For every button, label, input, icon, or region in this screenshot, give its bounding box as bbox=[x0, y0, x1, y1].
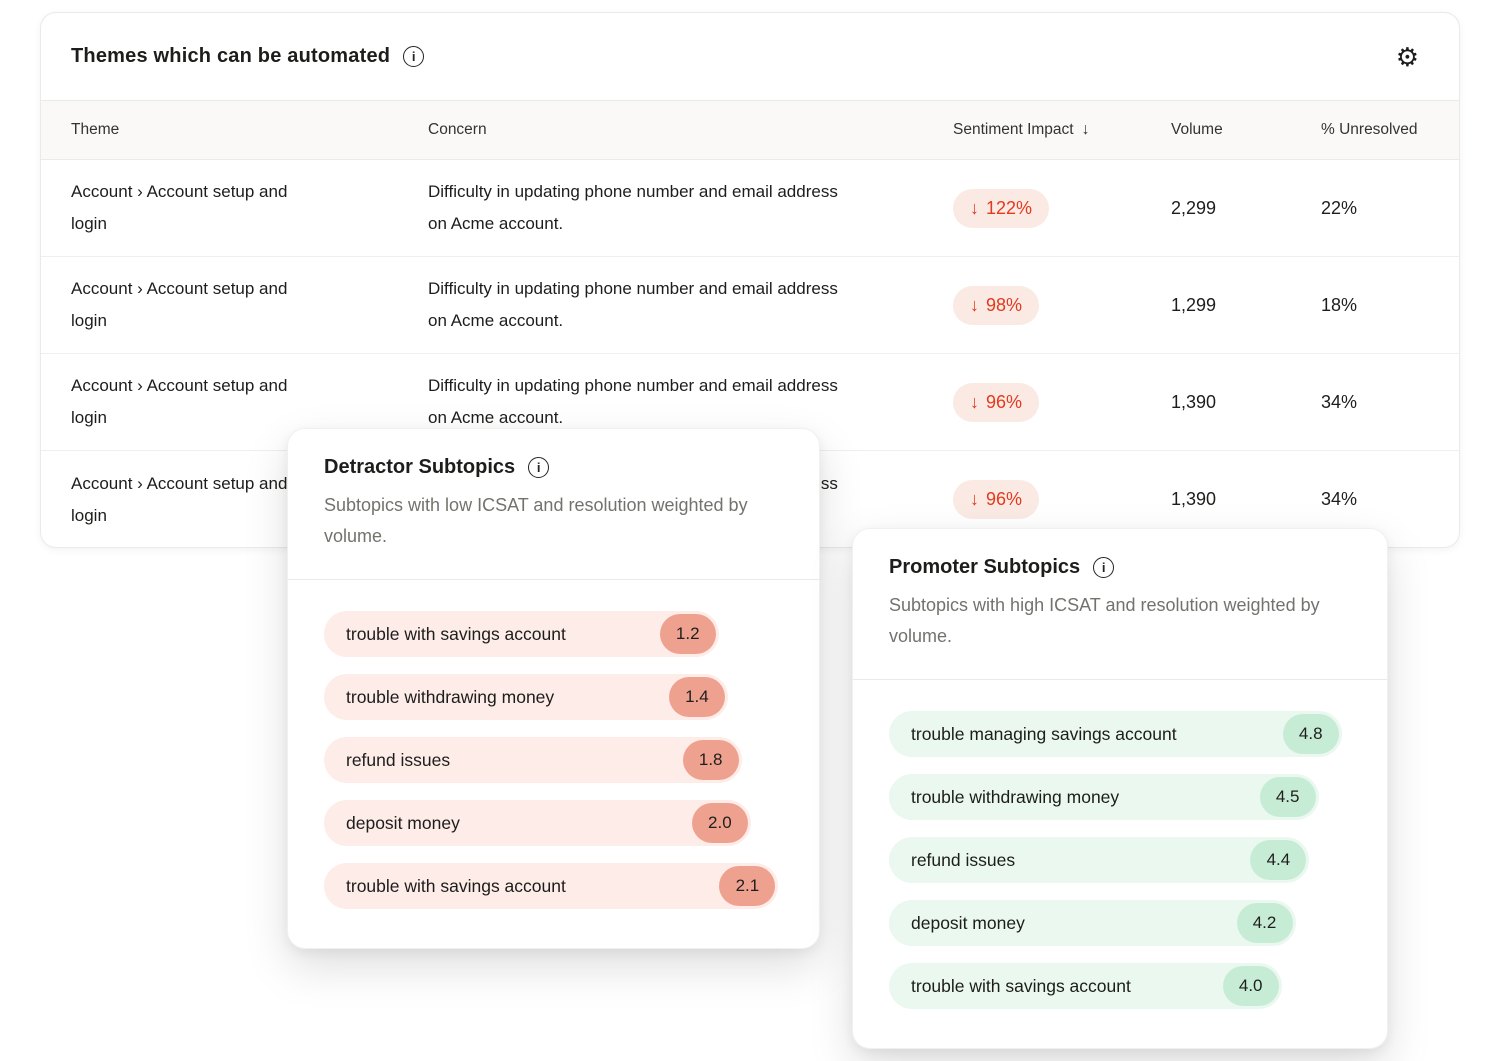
detractor-subtopic-bar[interactable]: refund issues 1.8 bbox=[324, 737, 742, 783]
promoter-subtopic-bar[interactable]: trouble managing savings account 4.8 bbox=[889, 711, 1342, 757]
subtopic-score-badge: 1.2 bbox=[659, 614, 716, 654]
subtopic-score-badge: 4.5 bbox=[1259, 777, 1316, 817]
sentiment-impact-badge: ↓ 122% bbox=[953, 188, 1050, 228]
concern-cell: Difficulty in updating phone number and … bbox=[428, 182, 838, 233]
info-icon[interactable]: i bbox=[528, 457, 550, 478]
subtopic-label: refund issues bbox=[911, 849, 1016, 870]
promoter-subtopic-bar[interactable]: refund issues 4.4 bbox=[889, 837, 1310, 883]
subtopic-label: trouble with savings account bbox=[346, 623, 566, 644]
promoter-subtopic-bar[interactable]: trouble withdrawing money 4.5 bbox=[889, 774, 1319, 820]
theme-cell: Account › Account setup and login bbox=[71, 376, 288, 427]
down-arrow-icon: ↓ bbox=[970, 489, 979, 509]
table-row[interactable]: Account › Account setup and login Diffic… bbox=[41, 354, 1459, 451]
unresolved-cell: 34% bbox=[1321, 489, 1358, 509]
sentiment-impact-value: 122% bbox=[986, 197, 1033, 218]
detractor-subtopic-bar[interactable]: trouble with savings account 1.2 bbox=[324, 611, 719, 657]
subtopic-score-badge: 4.0 bbox=[1222, 966, 1279, 1006]
detractor-subtopic-bar[interactable]: trouble withdrawing money 1.4 bbox=[324, 674, 728, 720]
subtopic-score-badge: 2.1 bbox=[719, 866, 776, 906]
column-header-sentiment-impact[interactable]: Sentiment Impact ↓ bbox=[953, 121, 1090, 138]
subtopic-score-badge: 2.0 bbox=[691, 803, 748, 843]
table-row[interactable]: Account › Account setup and login Diffic… bbox=[41, 257, 1459, 354]
unresolved-cell: 22% bbox=[1321, 197, 1358, 218]
subtopic-label: trouble withdrawing money bbox=[346, 686, 555, 707]
volume-cell: 1,390 bbox=[1171, 391, 1217, 412]
table-row[interactable]: Account › Account setup and login Diffic… bbox=[41, 160, 1459, 257]
sentiment-impact-value: 98% bbox=[986, 294, 1023, 315]
theme-cell: Account › Account setup and login bbox=[71, 182, 288, 233]
subtopic-score-badge: 1.8 bbox=[682, 740, 739, 780]
promoter-popover-subtitle: Subtopics with high ICSAT and resolution… bbox=[889, 595, 1320, 646]
theme-cell: Account › Account setup and login bbox=[71, 473, 288, 525]
detractor-bar-list: trouble with savings account 1.2 trouble… bbox=[288, 580, 819, 948]
detractor-subtopic-bar[interactable]: trouble with savings account 2.1 bbox=[324, 863, 779, 909]
subtopic-score-badge: 4.8 bbox=[1282, 714, 1339, 754]
theme-cell: Account › Account setup and login bbox=[71, 279, 288, 330]
down-arrow-icon: ↓ bbox=[970, 197, 979, 218]
themes-card-header: Themes which can be automated i ⚙ bbox=[41, 13, 1459, 100]
concern-cell: Difficulty in updating phone number and … bbox=[428, 279, 838, 330]
subtopic-score-badge: 4.4 bbox=[1250, 840, 1307, 880]
page-title: Themes which can be automated bbox=[71, 45, 391, 67]
promoter-popover-title: Promoter Subtopics bbox=[889, 556, 1081, 578]
subtopic-score-badge: 1.4 bbox=[668, 677, 725, 717]
sentiment-impact-badge: ↓ 96% bbox=[953, 382, 1040, 422]
sort-descending-icon: ↓ bbox=[1081, 121, 1090, 138]
volume-cell: 1,390 bbox=[1171, 489, 1217, 509]
gear-icon[interactable]: ⚙ bbox=[1395, 41, 1419, 72]
info-icon[interactable]: i bbox=[403, 46, 425, 67]
info-icon[interactable]: i bbox=[1093, 557, 1115, 578]
unresolved-cell: 18% bbox=[1321, 294, 1358, 315]
volume-cell: 1,299 bbox=[1171, 294, 1217, 315]
subtopic-label: deposit money bbox=[911, 912, 1025, 933]
promoter-subtopic-bar[interactable]: trouble with savings account 4.0 bbox=[889, 963, 1282, 1009]
sentiment-impact-badge: ↓ 98% bbox=[953, 285, 1040, 325]
subtopic-label: trouble managing savings account bbox=[911, 723, 1177, 744]
detractor-subtopic-bar[interactable]: deposit money 2.0 bbox=[324, 800, 751, 846]
subtopic-label: trouble with savings account bbox=[911, 975, 1131, 996]
detractor-popover-title: Detractor Subtopics bbox=[324, 456, 516, 478]
column-header-concern[interactable]: Concern bbox=[428, 121, 487, 138]
promoter-subtopic-bar[interactable]: deposit money 4.2 bbox=[889, 900, 1296, 946]
subtopic-score-badge: 4.2 bbox=[1236, 903, 1293, 943]
column-header-theme[interactable]: Theme bbox=[71, 121, 120, 138]
sentiment-impact-value: 96% bbox=[986, 391, 1023, 412]
concern-cell: Difficulty in updating phone number and … bbox=[428, 376, 838, 427]
sentiment-impact-badge: ↓ 96% bbox=[953, 480, 1040, 519]
unresolved-cell: 34% bbox=[1321, 391, 1358, 412]
column-header-volume[interactable]: Volume bbox=[1171, 121, 1223, 138]
column-header-unresolved[interactable]: % Unresolved bbox=[1321, 121, 1418, 138]
down-arrow-icon: ↓ bbox=[970, 391, 979, 412]
detractor-popover-subtitle: Subtopics with low ICSAT and resolution … bbox=[324, 495, 748, 546]
sentiment-impact-value: 96% bbox=[986, 489, 1023, 509]
volume-cell: 2,299 bbox=[1171, 197, 1217, 218]
promoter-subtopics-popover: Promoter Subtopics i Subtopics with high… bbox=[852, 528, 1388, 1049]
detractor-subtopics-popover: Detractor Subtopics i Subtopics with low… bbox=[287, 428, 820, 949]
subtopic-label: trouble with savings account bbox=[346, 875, 566, 896]
promoter-bar-list: trouble managing savings account 4.8 tro… bbox=[853, 680, 1387, 1048]
subtopic-label: trouble withdrawing money bbox=[911, 786, 1120, 807]
down-arrow-icon: ↓ bbox=[970, 294, 979, 315]
subtopic-label: deposit money bbox=[346, 812, 460, 833]
table-header: Theme Concern Sentiment Impact ↓ Volume … bbox=[41, 100, 1459, 160]
subtopic-label: refund issues bbox=[346, 749, 451, 770]
